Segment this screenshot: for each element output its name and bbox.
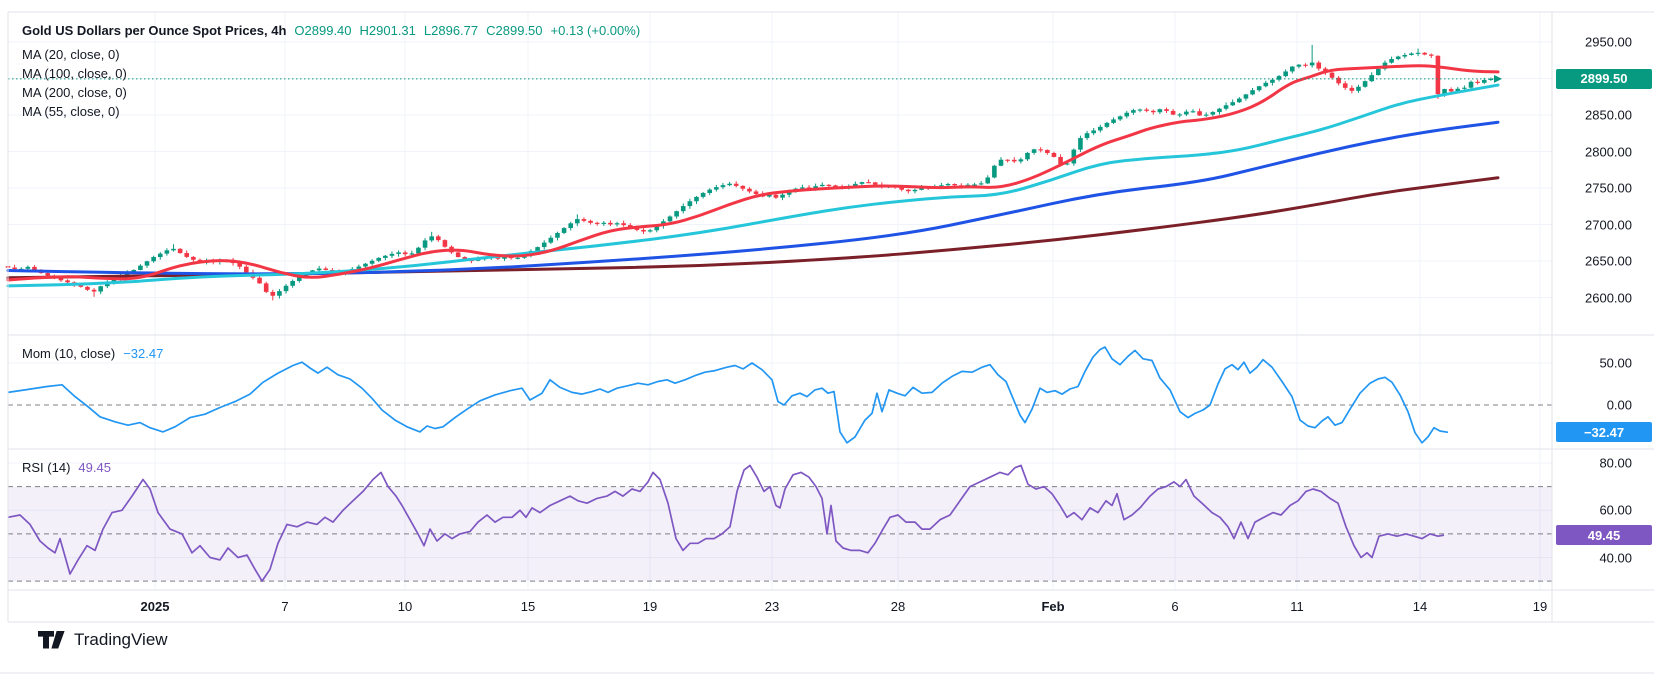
- ma-200-legend[interactable]: MA (200, close, 0): [22, 85, 127, 101]
- mom-value: −32.47: [123, 346, 164, 361]
- mom-legend[interactable]: Mom (10, close) −32.47: [22, 346, 163, 362]
- tradingview-logo-text: TradingView: [74, 630, 168, 649]
- symbol-legend[interactable]: Gold US Dollars per Ounce Spot Prices, 4…: [22, 23, 640, 39]
- ohlc-open: O2899.40: [294, 23, 352, 38]
- ma-55-label: MA (55, close, 0): [22, 104, 120, 119]
- price-change: +0.13 (+0.00%): [550, 23, 641, 38]
- ohlc-close: C2899.50: [486, 23, 543, 38]
- ohlc-low: L2896.77: [423, 23, 479, 38]
- mom-label: Mom (10, close): [22, 346, 116, 361]
- ma-100-label: MA (100, close, 0): [22, 66, 127, 81]
- ma-100-legend[interactable]: MA (100, close, 0): [22, 66, 127, 82]
- ma-200-label: MA (200, close, 0): [22, 85, 127, 100]
- rsi-legend[interactable]: RSI (14) 49.45: [22, 460, 111, 476]
- ma-55-legend[interactable]: MA (55, close, 0): [22, 104, 120, 120]
- tradingview-logo-icon: [38, 631, 65, 649]
- ohlc-high: H2901.31: [359, 23, 416, 38]
- rsi-value: 49.45: [78, 460, 111, 475]
- symbol-title: Gold US Dollars per Ounce Spot Prices, 4…: [22, 23, 287, 38]
- tradingview-logo[interactable]: TradingView: [38, 630, 168, 650]
- ma-20-legend[interactable]: MA (20, close, 0): [22, 47, 120, 63]
- ma-20-label: MA (20, close, 0): [22, 47, 120, 62]
- rsi-label: RSI (14): [22, 460, 71, 475]
